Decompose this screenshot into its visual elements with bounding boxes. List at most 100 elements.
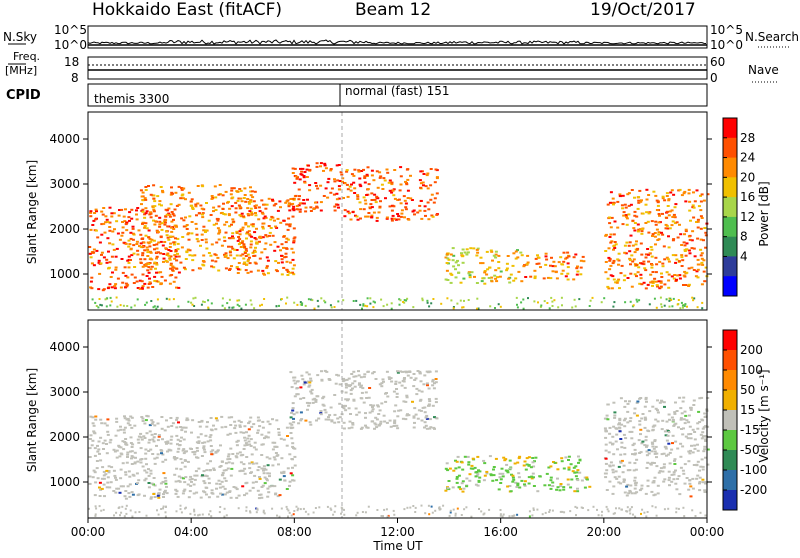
scatter-cell [611, 197, 615, 200]
scatter-cell [478, 470, 482, 473]
scatter-cell [145, 463, 148, 466]
scatter-cell [664, 446, 668, 449]
scatter-cell [667, 286, 671, 289]
scatter-cell [123, 441, 127, 443]
scatter-cell [316, 187, 320, 190]
scatter-cell [316, 374, 320, 377]
scatter-cell [515, 486, 519, 488]
scatter-cell [497, 303, 500, 306]
scatter-cell [202, 264, 206, 267]
scatter-cell [201, 441, 205, 444]
scatter-cell [366, 370, 370, 373]
scatter-cell [671, 442, 674, 445]
scatter-cell [150, 300, 153, 302]
scatter-cell [497, 261, 501, 263]
scatter-cell [258, 476, 261, 478]
scatter-cell [683, 190, 687, 193]
scatter-cell [172, 228, 176, 230]
scatter-cell [627, 192, 631, 195]
scatter-cell [255, 462, 259, 465]
scatter-cell [348, 385, 352, 388]
scatter-cell [249, 299, 252, 302]
scatter-cell [151, 453, 155, 455]
scatter-cell [94, 229, 98, 232]
scatter-cell [696, 443, 699, 446]
scatter-cell [461, 306, 464, 309]
scatter-cell [611, 492, 615, 495]
scatter-cell [145, 210, 149, 213]
scatter-cell [106, 476, 110, 479]
scatter-cell [292, 447, 295, 450]
scatter-cell [246, 437, 250, 440]
scatter-cell [91, 298, 94, 301]
scatter-cell [605, 469, 609, 472]
scatter-cell [432, 298, 435, 300]
scatter-cell [143, 437, 147, 439]
scatter-cell [548, 307, 551, 310]
scatter-cell [575, 273, 579, 276]
scatter-cell [309, 210, 313, 212]
scatter-cell [99, 436, 103, 439]
scatter-cell [193, 474, 197, 477]
scatter-cell [256, 431, 260, 434]
scatter-cell [298, 210, 302, 213]
scatter-cell [544, 511, 547, 514]
scatter-cell [412, 306, 415, 309]
scatter-cell [302, 176, 306, 179]
scatter-cell [617, 423, 621, 426]
scatter-cell [302, 397, 306, 399]
scatter-cell [380, 515, 383, 517]
scatter-cell [393, 197, 397, 200]
scatter-cell [363, 373, 367, 376]
scatter-cell [121, 231, 125, 234]
scatter-cell [483, 270, 487, 272]
scatter-cell [293, 395, 297, 398]
scatter-cell [463, 299, 465, 302]
scatter-cell [604, 250, 608, 252]
scatter-cell [330, 419, 334, 422]
scatter-cell [188, 490, 192, 493]
scatter-cell [392, 425, 396, 427]
scatter-cell [377, 413, 381, 415]
scatter-cell [431, 215, 435, 218]
scatter-cell [680, 412, 684, 415]
scatter-cell [237, 494, 241, 497]
scatter-cell [125, 285, 129, 288]
scatter-cell [119, 425, 122, 428]
scatter-cell [357, 370, 360, 373]
scatter-cell [637, 199, 641, 202]
scatter-cell [170, 220, 174, 223]
scatter-cell [363, 177, 367, 179]
scatter-cell [520, 479, 524, 482]
scatter-cell [576, 487, 579, 490]
scatter-cell [105, 218, 109, 221]
scatter-cell [240, 228, 244, 231]
scatter-cell [525, 463, 529, 466]
scatter-cell [148, 424, 152, 427]
scatter-cell [315, 184, 318, 187]
scatter-cell [656, 484, 660, 487]
scatter-cell [575, 267, 579, 270]
scatter-cell [164, 479, 168, 482]
scatter-cell [655, 228, 659, 231]
scatter-cell [285, 268, 289, 271]
colorbar-segment [723, 490, 737, 511]
scatter-cell [402, 400, 406, 403]
scatter-cell [612, 425, 616, 428]
scatter-cell [621, 471, 625, 474]
scatter-cell [522, 307, 525, 310]
scatter-cell [412, 373, 416, 375]
scatter-cell [604, 449, 608, 452]
colorbar-tick-label: 8 [740, 230, 748, 244]
scatter-cell [117, 444, 121, 447]
scatter-cell [422, 173, 426, 175]
scatter-cell [645, 515, 648, 518]
scatter-cell [260, 433, 264, 436]
scatter-cell [644, 418, 648, 421]
scatter-cell [405, 414, 409, 417]
scatter-cell [150, 422, 154, 425]
scatter-cell [622, 464, 626, 467]
scatter-cell [390, 191, 394, 194]
scatter-cell [105, 469, 109, 472]
scatter-cell [384, 400, 388, 403]
